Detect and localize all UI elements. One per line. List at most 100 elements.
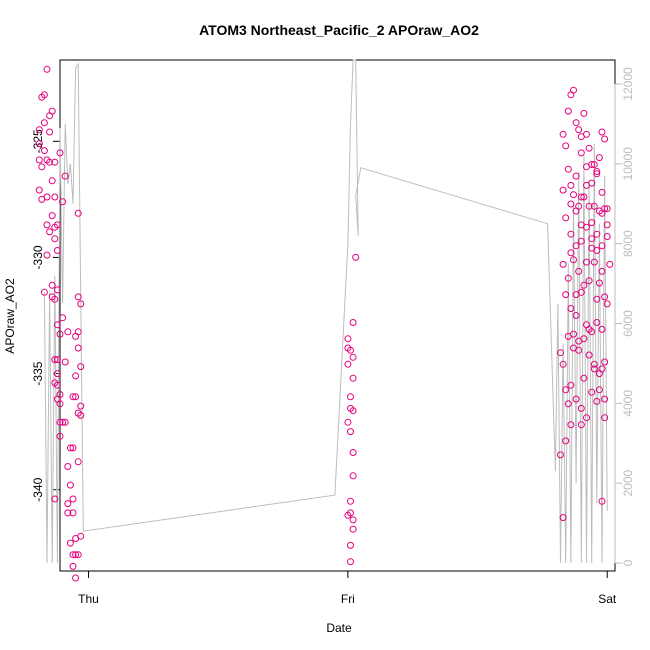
data-point bbox=[74, 458, 82, 466]
data-point bbox=[64, 509, 72, 517]
data-point bbox=[588, 179, 596, 187]
data-point bbox=[46, 158, 54, 166]
data-point bbox=[598, 365, 606, 373]
data-point bbox=[564, 274, 572, 282]
data-point bbox=[601, 358, 609, 366]
data-point bbox=[43, 251, 51, 259]
data-point bbox=[56, 149, 64, 157]
data-point bbox=[583, 163, 590, 171]
data-point bbox=[38, 93, 46, 101]
data-point bbox=[38, 163, 46, 171]
right-tick-label: 8000 bbox=[621, 230, 635, 257]
data-point bbox=[583, 258, 590, 266]
data-point bbox=[593, 397, 601, 405]
data-point bbox=[347, 541, 354, 549]
data-point bbox=[577, 193, 585, 201]
data-point bbox=[347, 393, 354, 401]
data-point bbox=[53, 356, 61, 364]
data-point bbox=[572, 119, 580, 127]
left-tick-label: -330 bbox=[31, 245, 45, 269]
data-point bbox=[572, 242, 580, 250]
data-point bbox=[59, 314, 67, 322]
data-point bbox=[590, 161, 598, 168]
data-point bbox=[53, 286, 61, 294]
data-point bbox=[344, 360, 352, 368]
data-point bbox=[51, 235, 59, 243]
data-point bbox=[577, 404, 585, 412]
data-point bbox=[61, 358, 69, 366]
data-point bbox=[349, 407, 357, 415]
data-point bbox=[53, 247, 61, 254]
x-tick-label: Sat bbox=[598, 592, 617, 606]
data-point bbox=[48, 281, 56, 289]
data-point bbox=[64, 463, 72, 470]
data-point bbox=[601, 395, 609, 403]
data-point bbox=[77, 402, 85, 410]
right-tick-label: 12000 bbox=[621, 67, 635, 101]
data-point bbox=[66, 539, 74, 547]
data-point bbox=[72, 574, 80, 582]
data-point bbox=[557, 349, 564, 357]
data-point bbox=[69, 444, 77, 452]
data-point bbox=[590, 365, 598, 373]
data-point bbox=[567, 381, 575, 389]
data-point bbox=[72, 393, 80, 401]
data-point bbox=[559, 186, 567, 194]
data-point bbox=[72, 551, 80, 559]
data-point bbox=[572, 312, 580, 319]
data-point bbox=[572, 291, 580, 299]
data-point bbox=[59, 418, 67, 426]
data-point bbox=[598, 209, 606, 217]
data-point bbox=[347, 497, 354, 505]
data-point bbox=[567, 200, 575, 208]
data-point bbox=[53, 370, 61, 378]
y-axis-label: APOraw_AO2 bbox=[3, 278, 17, 354]
data-point bbox=[77, 300, 85, 308]
data-point bbox=[595, 386, 603, 394]
data-point bbox=[577, 237, 585, 245]
data-point bbox=[51, 158, 59, 166]
data-point bbox=[606, 260, 614, 268]
data-point bbox=[580, 374, 588, 382]
data-point bbox=[590, 258, 598, 266]
data-point bbox=[585, 325, 593, 333]
data-point bbox=[61, 418, 69, 426]
chart-title: ATOM3 Northeast_Pacific_2 APOraw_AO2 bbox=[199, 22, 479, 38]
data-point bbox=[595, 154, 603, 162]
data-point bbox=[593, 168, 601, 175]
data-point bbox=[567, 421, 575, 429]
data-point bbox=[603, 233, 611, 240]
data-point bbox=[43, 65, 51, 73]
data-point bbox=[572, 172, 580, 180]
data-point bbox=[559, 130, 567, 138]
data-point bbox=[570, 86, 577, 94]
data-point bbox=[598, 188, 606, 196]
data-point bbox=[562, 142, 570, 150]
data-point bbox=[572, 207, 580, 215]
data-point bbox=[64, 328, 72, 336]
x-axis-label: Date bbox=[326, 621, 352, 635]
data-point bbox=[585, 144, 593, 152]
data-point bbox=[66, 444, 74, 452]
data-point bbox=[43, 193, 51, 201]
right-y-axis: 0 2000 4000 6000 8000 10000 12000 bbox=[614, 67, 635, 566]
data-point bbox=[588, 244, 596, 252]
data-point bbox=[580, 109, 588, 117]
right-tick-label: 4000 bbox=[621, 390, 635, 417]
data-point bbox=[51, 295, 59, 303]
data-point bbox=[74, 293, 82, 301]
data-point bbox=[51, 356, 59, 364]
data-point bbox=[570, 330, 577, 338]
data-point bbox=[35, 186, 43, 194]
data-point bbox=[598, 242, 606, 250]
data-point bbox=[588, 235, 596, 243]
data-point bbox=[40, 288, 48, 296]
line-series bbox=[43, 59, 608, 564]
data-point bbox=[583, 130, 590, 138]
data-point bbox=[77, 411, 85, 419]
data-point bbox=[349, 516, 357, 524]
data-point bbox=[69, 562, 77, 570]
data-point bbox=[349, 353, 357, 361]
data-point bbox=[598, 325, 606, 333]
